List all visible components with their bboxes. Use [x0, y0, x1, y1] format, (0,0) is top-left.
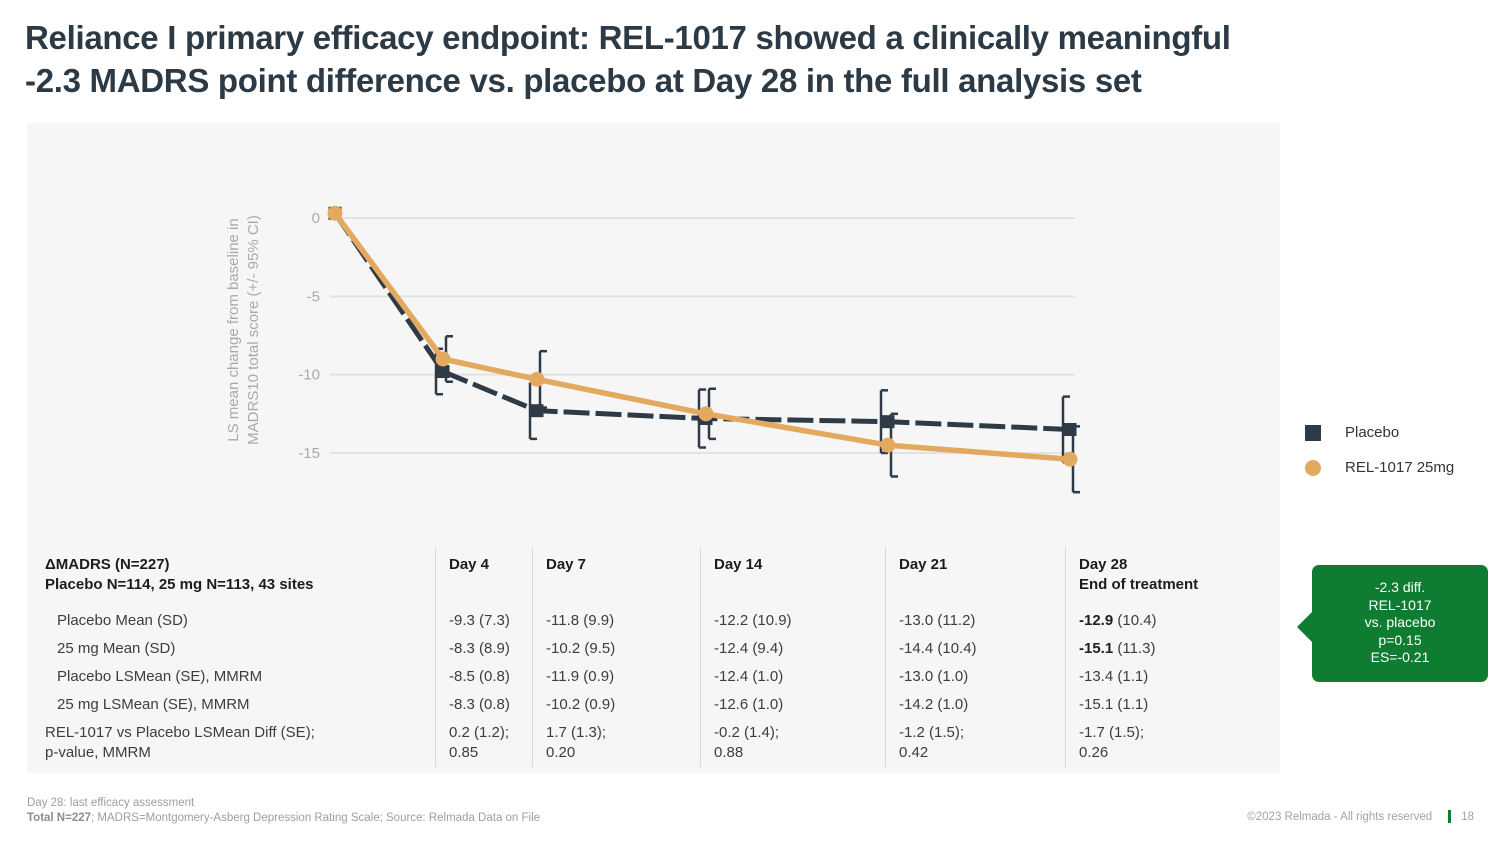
legend-swatch-rel1017-circle	[1305, 459, 1321, 476]
table-cell: -1.7 (1.5); 0.26	[1065, 719, 1280, 767]
table-col-header-day-21: Day 21	[885, 547, 1065, 607]
table-cell: -8.5 (0.8)	[435, 663, 532, 691]
legend-item-placebo: Placebo	[1305, 424, 1454, 441]
table-cell: -1.2 (1.5); 0.42	[885, 719, 1065, 767]
table-row-label: Placebo LSMean (SE), MMRM	[57, 668, 263, 685]
callout-line-effectsize: ES=-0.21	[1370, 649, 1430, 665]
table-cell: -14.4 (10.4)	[885, 635, 1065, 663]
table-cell: -8.3 (0.8)	[435, 691, 532, 719]
table-row-label: 25 mg Mean (SD)	[57, 640, 176, 657]
madrs-results-table: ΔMADRS (N=227) Placebo N=114, 25 mg N=113…	[27, 547, 1280, 767]
table-col-header-day-7: Day 7	[532, 547, 700, 607]
y-tick-label: -15	[298, 445, 320, 462]
table-cell: -12.4 (9.4)	[700, 635, 885, 663]
table-cell: -12.9 (10.4)	[1065, 607, 1280, 635]
table-cell: -11.9 (0.9)	[532, 663, 700, 691]
series-rel1017	[327, 205, 1078, 467]
chart-legend: Placebo REL-1017 25mg	[1305, 424, 1454, 494]
legend-item-rel1017: REL-1017 25mg	[1305, 459, 1454, 476]
placebo-data-point	[1063, 422, 1077, 436]
page-title-line2: -2.3 MADRS point difference vs. placebo …	[25, 62, 1142, 99]
table-row-label: Placebo Mean (SD)	[57, 612, 188, 629]
legend-swatch-placebo-square	[1305, 424, 1321, 441]
footnotes: Day 28: last efficacy assessment Total N…	[27, 796, 540, 826]
table-cell: -11.8 (9.9)	[532, 607, 700, 635]
footnote-total-n: Total N=227	[27, 812, 92, 824]
table-cell: -8.3 (8.9)	[435, 635, 532, 663]
footnote-abbrev: ; MADRS=Montgomery-Asberg Depression Rat…	[91, 812, 541, 824]
rel1017-data-point	[698, 406, 714, 422]
table-row-label: REL-1017 vs Placebo LSMean Diff (SE); p-v…	[45, 724, 315, 761]
table-cell: -13.0 (11.2)	[885, 607, 1065, 635]
table-cell: -10.2 (0.9)	[532, 691, 700, 719]
series-placebo	[328, 206, 1077, 436]
y-tick-label: -10	[298, 367, 320, 384]
copyright-text: ©2023 Relmada - All rights reserved	[1247, 810, 1433, 823]
table-cell: -15.1 (1.1)	[1065, 691, 1280, 719]
table-cell: -0.2 (1.4); 0.88	[700, 719, 885, 767]
table-row-label: 25 mg LSMean (SE), MMRM	[57, 696, 250, 713]
table-header-label: ΔMADRS (N=227) Placebo N=114, 25 mg N=113…	[45, 556, 314, 593]
table-cell: -12.2 (10.9)	[700, 607, 885, 635]
madrs-line-chart: 0 -5 -10 -15 LS mean change from baseline in…	[225, 205, 1080, 494]
legend-label-rel1017: REL-1017 25mg	[1345, 459, 1455, 476]
rel1017-data-point	[1062, 451, 1078, 467]
y-axis-label: LS mean change from baseline in	[225, 218, 242, 441]
y-tick-label: -5	[307, 288, 320, 305]
y-tick-label: 0	[312, 210, 320, 227]
table-cell: -15.1 (11.3)	[1065, 635, 1280, 663]
placebo-data-point	[530, 404, 544, 418]
footer-divider-bar	[1448, 810, 1452, 823]
rel1017-data-point	[529, 371, 545, 387]
rel1017-data-point	[327, 205, 343, 221]
table-cell: 1.7 (1.3); 0.20	[532, 719, 700, 767]
callout-line-pvalue: p=0.15	[1378, 631, 1422, 648]
page-title-line1: Reliance I primary efficacy endpoint: RE…	[25, 19, 1231, 56]
table-cell: -14.2 (1.0)	[885, 691, 1065, 719]
footnote-line2: Total N=227; MADRS=Montgomery-Asberg Dep…	[27, 811, 540, 826]
table-cell: -13.4 (1.1)	[1065, 663, 1280, 691]
page-title: Reliance I primary efficacy endpoint: RE…	[25, 16, 1485, 102]
legend-label-placebo: Placebo	[1345, 424, 1400, 441]
table-col-header-day-14: Day 14	[700, 547, 885, 607]
footnote-line1: Day 28: last efficacy assessment	[27, 797, 195, 809]
callout-line-drug: REL-1017	[1368, 596, 1432, 613]
placebo-data-point	[881, 415, 895, 429]
table-col-header-day-28: Day 28 End of treatment	[1065, 547, 1280, 607]
placebo-data-point	[436, 365, 450, 379]
chart-table-panel: 0 -5 -10 -15 LS mean change from baseline in…	[27, 123, 1280, 773]
rel1017-data-point	[435, 351, 451, 367]
table-cell: -12.6 (1.0)	[700, 691, 885, 719]
table-cell: -13.0 (1.0)	[885, 663, 1065, 691]
page-number: 18	[1461, 810, 1474, 823]
result-callout: -2.3 diff. REL-1017 vs. placebo p=0.15 E…	[1297, 565, 1488, 682]
table-cell: -9.3 (7.3)	[435, 607, 532, 635]
table-cell: 0.2 (1.2); 0.85	[435, 719, 532, 767]
callout-line-vs: vs. placebo	[1364, 614, 1436, 630]
table-col-header-day-4: Day 4	[435, 547, 532, 607]
table-cell: -10.2 (9.5)	[532, 635, 700, 663]
rel1017-data-point	[880, 437, 896, 453]
y-axis-label: MADRS10 total score (+/- 95% CI)	[245, 215, 262, 445]
slide-footer: ©2023 Relmada - All rights reserved 18	[1247, 810, 1474, 823]
callout-line-diff: -2.3 diff.	[1374, 579, 1426, 595]
table-cell: -12.4 (1.0)	[700, 663, 885, 691]
